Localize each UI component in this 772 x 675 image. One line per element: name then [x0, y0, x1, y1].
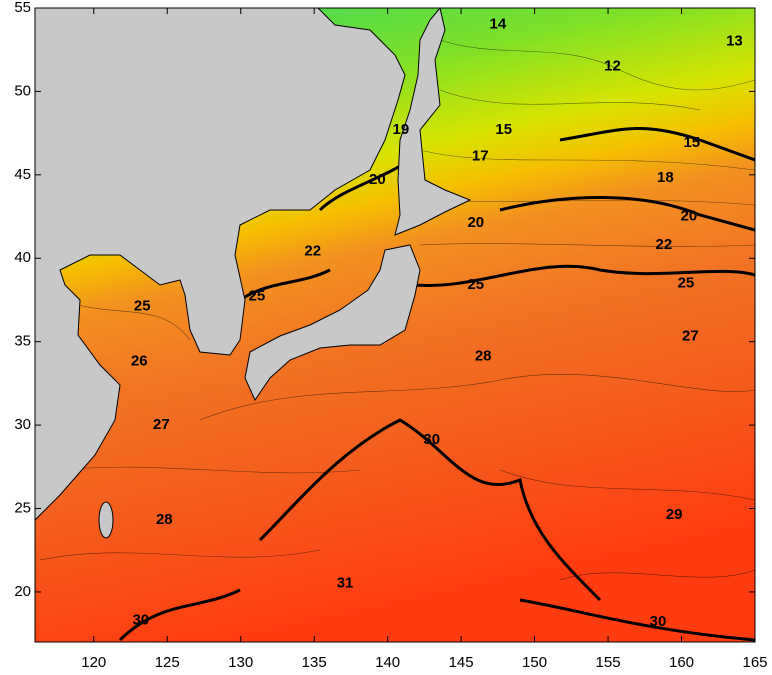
contour-label: 30 [132, 611, 149, 628]
sea-texture [39, 39, 755, 581]
y-tick-label: 45 [14, 166, 31, 183]
contour-label: 28 [475, 348, 492, 365]
y-tick-label: 25 [14, 499, 31, 516]
contour-label: 12 [604, 57, 621, 74]
x-tick-label: 135 [302, 654, 327, 671]
x-tick-label: 165 [742, 654, 767, 671]
contour-label: 28 [156, 511, 173, 528]
contour-label: 19 [393, 121, 410, 138]
contour-line [118, 127, 755, 642]
contour-label: 25 [134, 298, 151, 315]
contour-label: 30 [650, 613, 667, 630]
overlay: 120 125 130 135 140 145 150 155 160 165 20 25 30 35 40… [14, 0, 767, 671]
y-tick-label: 20 [14, 583, 31, 600]
x-tick-label: 150 [522, 654, 547, 671]
contour-label: 31 [337, 575, 354, 592]
land [394, 8, 472, 236]
x-tick-label: 155 [596, 654, 621, 671]
contour-label: 15 [495, 121, 512, 138]
x-tick-label: 160 [669, 654, 694, 671]
contour-label: 26 [131, 353, 148, 370]
map-area [35, 8, 755, 642]
contour-label: 25 [678, 274, 695, 291]
contour-label: 27 [682, 328, 699, 345]
x-tick-label: 125 [155, 654, 180, 671]
land [35, 8, 406, 521]
contour-label: 20 [681, 208, 698, 225]
contour-label: 25 [249, 288, 266, 305]
x-tick-label: 140 [375, 654, 400, 671]
y-tick-label: 30 [14, 416, 31, 433]
contour-label: 29 [666, 506, 683, 523]
frame [34, 7, 756, 643]
y-tick-label: 35 [14, 333, 31, 350]
contour-label: 30 [423, 431, 440, 448]
land [98, 501, 114, 539]
contour-label: 20 [467, 214, 484, 231]
contour-label: 20 [369, 171, 386, 188]
y-tick-label: 55 [14, 0, 31, 16]
contour-label: 22 [304, 243, 321, 260]
contour-label: 15 [683, 134, 700, 151]
contour-label: 22 [656, 236, 673, 253]
contour-label: 25 [467, 276, 484, 293]
x-tick-label: 130 [228, 654, 253, 671]
x-tick-label: 145 [449, 654, 474, 671]
contour-label: 14 [490, 16, 507, 33]
contour-label: 27 [153, 416, 170, 433]
y-tick-label: 50 [14, 82, 31, 99]
contour-label: 13 [726, 32, 743, 49]
contour-label: 17 [472, 147, 489, 164]
x-tick-label: 120 [81, 654, 106, 671]
contour-label: 18 [657, 169, 674, 186]
land [244, 244, 421, 402]
y-tick-label: 40 [14, 249, 31, 266]
